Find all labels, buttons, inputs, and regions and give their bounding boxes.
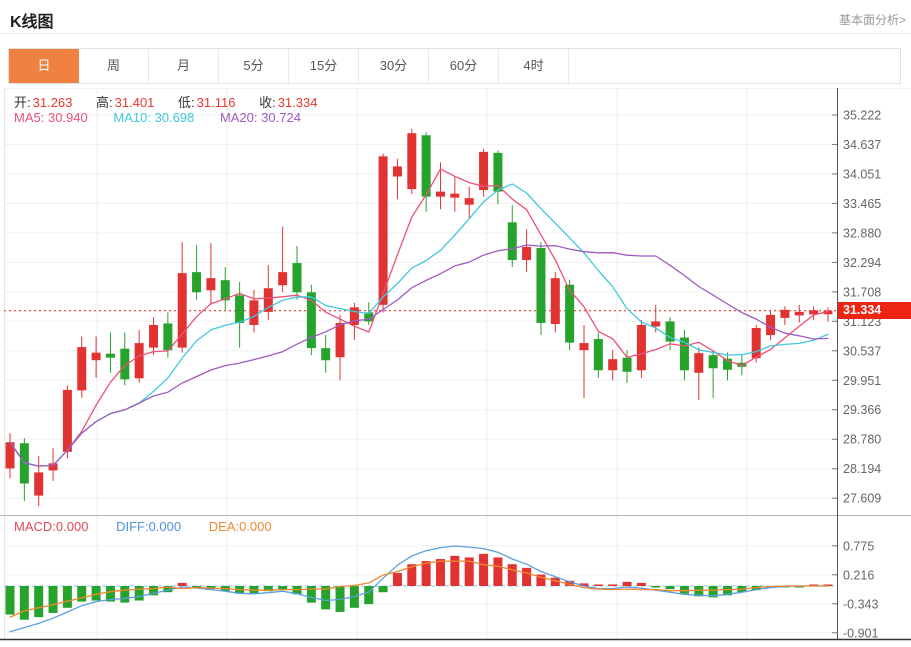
macd-chart[interactable]: 0.775 0.216 -0.343 -0.901	[0, 515, 911, 641]
page-title: K线图	[10, 14, 54, 31]
tab-60min[interactable]: 60分	[429, 49, 499, 83]
macd-readout: MACD:0.000 DIFF:0.000 DEA:0.000	[14, 519, 296, 534]
open-label: 开:	[14, 95, 31, 110]
close-label: 收:	[259, 95, 276, 110]
chart-area: 35.222 34.637 34.051 33.465 32.880 32.294 31.7…	[0, 88, 911, 641]
diff-label: DIFF:	[116, 519, 149, 534]
tab-5min[interactable]: 5分	[219, 49, 289, 83]
svg-text:33.465: 33.465	[843, 197, 881, 211]
ma5-label: MA5:	[14, 110, 45, 125]
ma20-value: 30.724	[261, 110, 301, 125]
svg-text:27.609: 27.609	[843, 492, 881, 506]
ma20-label: MA20:	[219, 110, 258, 125]
ma-readout: MA5: 30.940 MA10: 30.698 MA20: 30.724	[14, 110, 323, 125]
svg-text:35.222: 35.222	[843, 109, 881, 123]
header-divider	[0, 33, 911, 34]
svg-text:29.366: 29.366	[843, 403, 881, 417]
period-tabbar: 日 周 月 5分 15分 30分 60分 4时	[8, 48, 901, 84]
tab-day[interactable]: 日	[9, 49, 79, 83]
macd-label: MACD:	[14, 519, 56, 534]
ma5-value: 30.940	[47, 110, 88, 125]
tab-15min[interactable]: 15分	[289, 49, 359, 83]
svg-text:0.775: 0.775	[843, 539, 874, 553]
svg-text:0.216: 0.216	[843, 568, 874, 582]
dea-value: 0.000	[239, 519, 272, 534]
svg-text:29.951: 29.951	[843, 374, 881, 388]
macd-value: 0.000	[55, 519, 89, 534]
svg-text:28.780: 28.780	[843, 433, 881, 447]
svg-text:30.537: 30.537	[843, 344, 881, 358]
svg-text:34.637: 34.637	[843, 138, 881, 152]
tab-week[interactable]: 周	[79, 49, 149, 83]
ohlc-readout: 开: 31.263 高: 31.401 低: 31.116 收: 31.334	[14, 92, 337, 111]
svg-text:32.880: 32.880	[843, 226, 881, 240]
close-value: 31.334	[277, 95, 318, 110]
high-label: 高:	[96, 95, 113, 110]
fundamental-analysis-link[interactable]: 基本面分析>	[838, 13, 906, 27]
main-candlestick-chart[interactable]: 35.222 34.637 34.051 33.465 32.880 32.294 31.7…	[0, 88, 911, 515]
tab-30min[interactable]: 30分	[359, 49, 429, 83]
svg-text:-0.901: -0.901	[843, 626, 878, 640]
svg-text:32.294: 32.294	[843, 256, 881, 270]
ma10-label: MA10:	[113, 110, 151, 125]
high-value: 31.401	[114, 95, 155, 110]
svg-text:34.051: 34.051	[843, 167, 881, 181]
svg-text:31.708: 31.708	[843, 285, 881, 299]
tab-month[interactable]: 月	[149, 49, 219, 83]
low-value: 31.116	[196, 95, 236, 110]
diff-value: 0.000	[148, 519, 182, 534]
low-label: 低:	[178, 95, 195, 110]
svg-text:-0.343: -0.343	[843, 597, 878, 611]
tab-4hour[interactable]: 4时	[499, 49, 569, 83]
open-value: 31.263	[32, 95, 73, 110]
last-price-badge: 31.334	[838, 302, 911, 319]
svg-text:28.194: 28.194	[843, 462, 881, 476]
dea-label: DEA:	[208, 519, 240, 534]
ma10-value: 30.698	[154, 110, 195, 125]
